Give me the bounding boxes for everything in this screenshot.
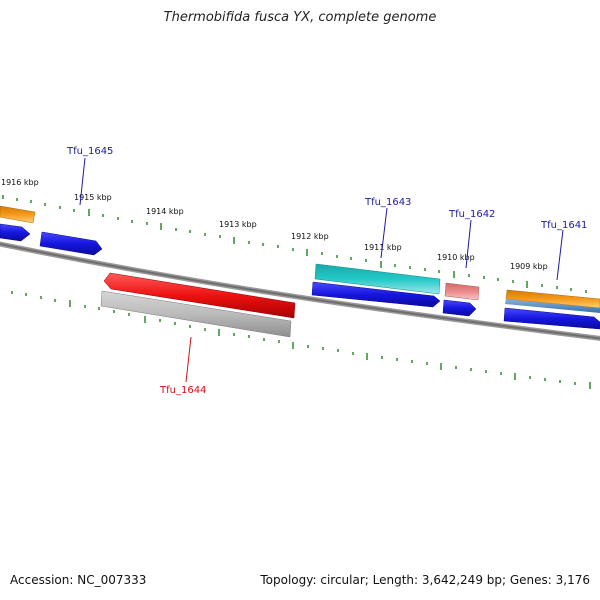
inner-feature-track	[100, 272, 296, 338]
gene-label-tfu-1644[interactable]: Tfu_1644	[159, 385, 206, 396]
gene-tfu-1641[interactable]	[505, 289, 600, 309]
kbp-label: 1914 kbp	[146, 207, 184, 216]
gene-label-tfu-1643-group: Tfu_1643	[364, 197, 411, 259]
gene-label-tfu-1644-group: Tfu_1644	[159, 336, 206, 396]
gene-label-tfu-1641-group: Tfu_1641	[540, 220, 587, 281]
gene-tfu-1641-band	[505, 299, 600, 313]
kbp-label: 1909 kbp	[510, 262, 548, 271]
kbp-label: 1911 kbp	[364, 243, 402, 252]
genome-backbone-inner	[0, 243, 600, 340]
gene-label-tfu-1641[interactable]: Tfu_1641	[540, 220, 587, 231]
gene-orange-left[interactable]	[0, 205, 36, 224]
map-title: Thermobifida fusca YX, complete genome	[163, 10, 437, 25]
outer-tick-ring	[2, 195, 587, 293]
gene-label-tfu-1643[interactable]: Tfu_1643	[364, 197, 411, 208]
gene-label-tfu-1645[interactable]: Tfu_1645	[66, 146, 113, 157]
cds-arrow-tfu-1645[interactable]	[39, 231, 103, 256]
gene-label-tfu-1642-group: Tfu_1642	[448, 209, 495, 269]
gene-tfu-1643[interactable]	[314, 263, 441, 295]
kbp-label: 1910 kbp	[437, 253, 475, 262]
cds-arrow-tfu-1642[interactable]	[442, 299, 477, 317]
kbp-label: 1915 kbp	[74, 193, 112, 202]
gene-tfu-1642[interactable]	[444, 282, 480, 301]
gene-label-tfu-1642[interactable]: Tfu_1642	[448, 209, 495, 220]
cds-arrow-tfu-1641[interactable]	[503, 307, 600, 330]
cds-arrow-left[interactable]	[0, 223, 31, 242]
kbp-label: 1912 kbp	[291, 232, 329, 241]
leader-line	[465, 219, 472, 269]
genome-summary-text: Topology: circular; Length: 3,642,249 bp…	[260, 573, 590, 587]
cds-arrow-tfu-1643[interactable]	[311, 281, 441, 308]
leader-line	[380, 207, 388, 259]
kbp-label: 1913 kbp	[219, 220, 257, 229]
kbp-label: 1916 kbp	[1, 178, 39, 187]
accession-text: Accession: NC_007333	[10, 573, 147, 587]
leader-line	[556, 229, 564, 281]
leader-line	[79, 157, 86, 206]
leader-line	[185, 336, 192, 383]
cds-tfu-1644[interactable]	[100, 290, 292, 338]
gene-tfu-1644[interactable]	[103, 272, 296, 319]
inner-tick-ring	[11, 291, 591, 389]
outer-feature-track	[0, 205, 600, 330]
gene-label-tfu-1645-group: Tfu_1645	[66, 146, 113, 206]
